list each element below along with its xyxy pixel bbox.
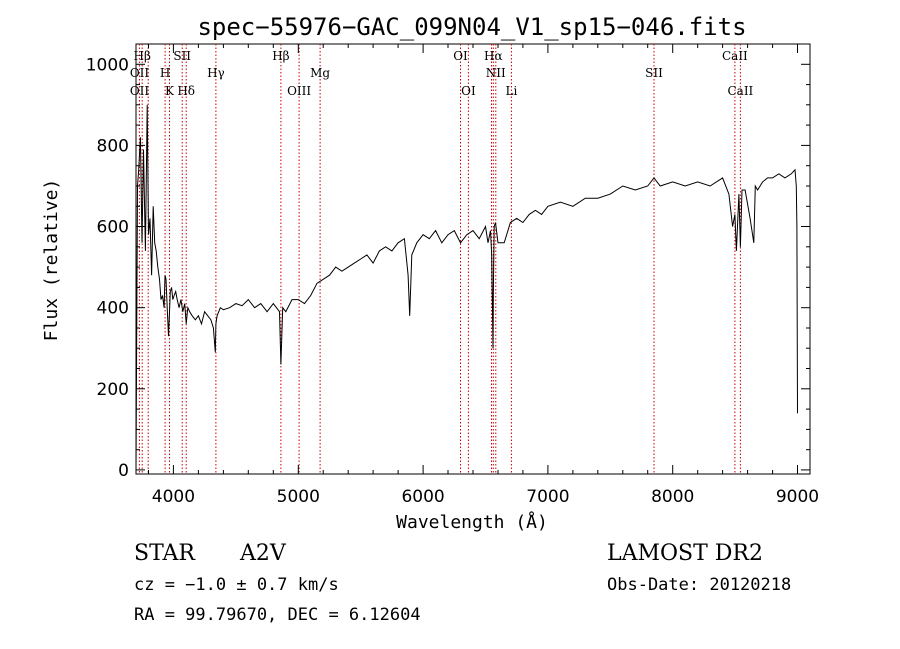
line-label: OI bbox=[461, 84, 476, 98]
emission-line-markers bbox=[138, 44, 741, 474]
line-label: Hα bbox=[484, 49, 503, 63]
line-label: Li bbox=[505, 84, 517, 98]
line-label: Hβ bbox=[272, 49, 289, 63]
x-tick-label: 7000 bbox=[526, 487, 569, 507]
survey-label: LAMOST DR2 bbox=[607, 541, 763, 566]
x-axis-label: Wavelength (Å) bbox=[396, 511, 548, 533]
line-label: SII bbox=[173, 49, 191, 63]
y-tick-label: 200 bbox=[97, 380, 129, 400]
line-label: Mg bbox=[310, 66, 330, 80]
y-tick-label: 600 bbox=[97, 218, 129, 238]
line-label: Hβ bbox=[133, 49, 150, 63]
line-label: OII bbox=[130, 84, 150, 98]
y-tick-label: 1000 bbox=[86, 55, 129, 75]
line-label: K bbox=[165, 84, 175, 98]
x-tick-label: 4000 bbox=[152, 487, 195, 507]
plot-frame bbox=[135, 43, 811, 475]
line-label: Hγ bbox=[207, 66, 225, 80]
line-label: CaII bbox=[722, 49, 748, 63]
coordinates-info: RA = 99.79670, DEC = 6.12604 bbox=[134, 605, 421, 625]
line-label: NII bbox=[486, 66, 506, 80]
redshift-info: cz = −1.0 ± 0.7 km/s bbox=[134, 575, 339, 595]
line-label: OIII bbox=[287, 84, 311, 98]
emission-line-labels: Hβ OII HK SII Hδ Hγ Hβ OIII Mg OI OI Hα NII Li SII CaII… bbox=[130, 49, 754, 98]
object-class: STAR bbox=[134, 541, 196, 566]
y-axis-label: Flux (relative) bbox=[41, 179, 62, 342]
y-tick-label: 0 bbox=[118, 461, 129, 481]
y-tick-label: 400 bbox=[97, 299, 129, 319]
line-label: Hδ bbox=[177, 84, 195, 98]
object-subclass: A2V bbox=[239, 541, 287, 566]
x-tick-label: 6000 bbox=[401, 487, 444, 507]
line-label: CaII bbox=[727, 84, 753, 98]
chart-title: spec−55976−GAC_099N04_V1_sp15−046.fits bbox=[197, 13, 746, 41]
x-tick-label: 5000 bbox=[277, 487, 320, 507]
line-label: OII bbox=[130, 66, 150, 80]
obs-date: Obs-Date: 20120218 bbox=[607, 575, 791, 595]
x-tick-label: 8000 bbox=[651, 487, 694, 507]
line-label: H bbox=[160, 66, 170, 80]
x-tick-label: 9000 bbox=[776, 487, 819, 507]
y-tick-label: 800 bbox=[97, 136, 129, 156]
line-label: OI bbox=[453, 49, 468, 63]
line-label: SII bbox=[645, 66, 663, 80]
axis-ticks bbox=[136, 44, 810, 474]
spectrum-line bbox=[135, 104, 798, 470]
axis-tick-labels: 4000 5000 6000 7000 8000 9000 0 200 400 600 800 100… bbox=[86, 55, 819, 507]
